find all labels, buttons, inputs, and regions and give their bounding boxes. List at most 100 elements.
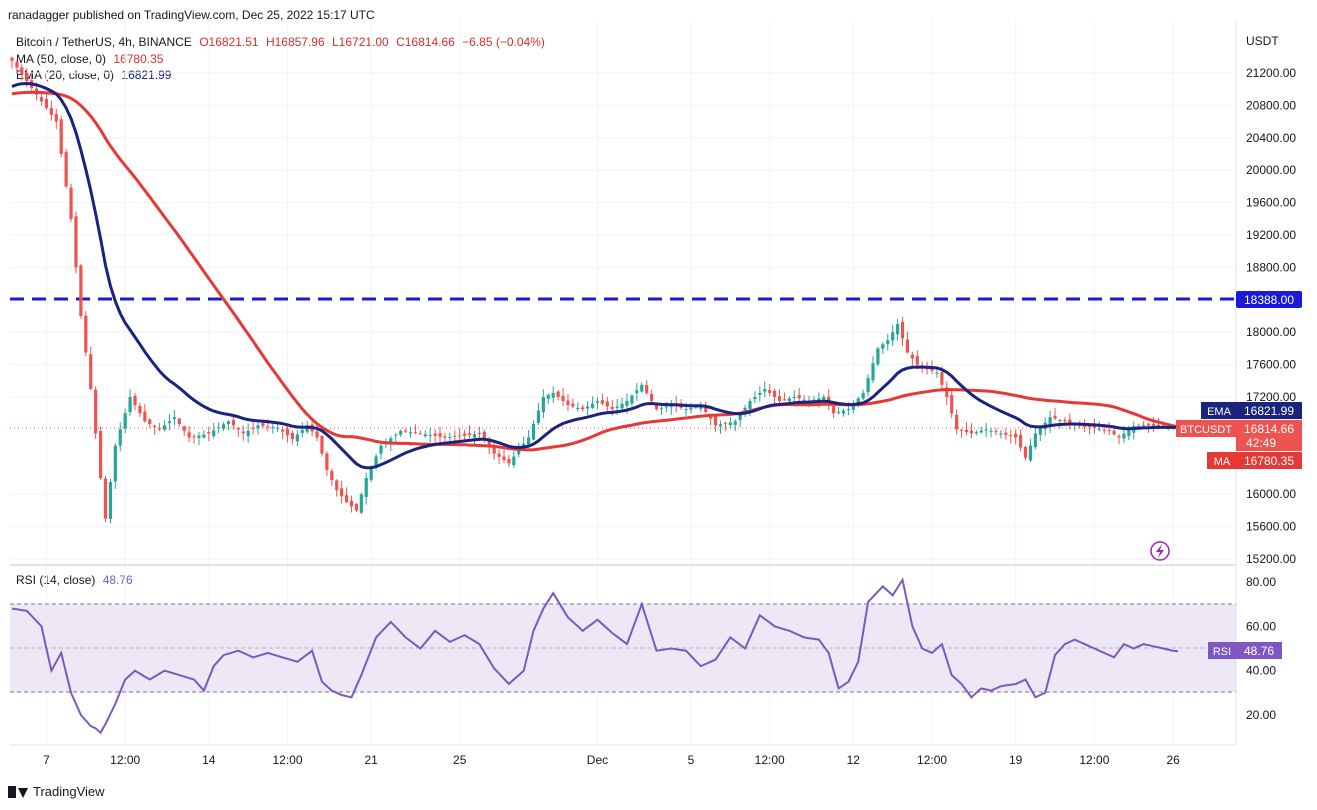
rsi-badge[interactable]: RSI 48.76 [1208, 642, 1282, 659]
candle-body [1151, 424, 1156, 426]
candle-body [1068, 419, 1072, 423]
resistance-badge[interactable]: 18388.00 [1236, 291, 1302, 308]
candle-body [1107, 430, 1111, 432]
ema-legend-label: EMA (20, close, 0) [16, 68, 115, 82]
candle-body [221, 424, 226, 429]
publisher-note: ranadagger published on TradingView.com,… [8, 8, 375, 22]
candle-body [344, 495, 349, 503]
candle-body [133, 395, 137, 406]
candle-body [723, 422, 727, 424]
candle-body [551, 392, 555, 398]
candle-body [1038, 428, 1042, 435]
candle-body [541, 397, 545, 413]
rsi-tick-label: 80.00 [1246, 575, 1276, 589]
price-axis-currency: USDT [1246, 34, 1279, 48]
candle-body [822, 397, 826, 400]
candle-body [123, 413, 127, 429]
candle-body [718, 424, 723, 427]
time-tick-label: 12:00 [917, 753, 947, 767]
time-tick-label: 12:00 [273, 753, 303, 767]
resistance-badge-value: 18388.00 [1244, 293, 1294, 307]
candle-body [959, 429, 964, 431]
time-axis[interactable]: 7 12:00 14 12:00 21 25 Dec 5 12:00 12 12:00 19 12:00… [43, 753, 1180, 767]
candle-body [315, 431, 319, 438]
candle-body [1112, 430, 1116, 435]
price-tick-label: 20000.00 [1246, 163, 1296, 177]
candle-body [1102, 429, 1106, 431]
candle-body [758, 392, 762, 395]
candle-body [192, 436, 196, 438]
ma-legend[interactable]: MA (50, close, 0) 16780.35 [16, 52, 167, 66]
candle-body [458, 435, 462, 437]
candle-body [748, 401, 752, 409]
price-badge[interactable]: BTCUSDT 16814.66 42:49 [1176, 420, 1302, 451]
candle-body [443, 436, 447, 438]
candle-body [950, 395, 954, 414]
price-tick-label: 19600.00 [1246, 196, 1296, 210]
candle-body [226, 421, 231, 424]
ema-legend[interactable]: EMA (20, close, 0) 16821.99 [16, 68, 175, 82]
rsi-tag-bg [1208, 642, 1237, 659]
ema-tag: EMA [1207, 406, 1232, 418]
candle-body [138, 405, 142, 414]
ema-value: 16821.99 [1244, 404, 1294, 418]
candle-body [581, 407, 585, 410]
candle-body [399, 431, 403, 435]
candle-body [197, 435, 201, 438]
candle-body [955, 414, 959, 430]
candle-body [836, 411, 841, 413]
price-tick-label: 19200.00 [1246, 228, 1296, 242]
candle-body [571, 403, 575, 407]
candle-body [1058, 419, 1062, 421]
price-tick-label: 18000.00 [1246, 325, 1296, 339]
price-axis[interactable]: 21200.00 20800.00 20400.00 20000.00 19600.00… [1246, 66, 1296, 566]
candle-body [640, 384, 644, 392]
candle-body [753, 397, 757, 399]
ma-badge[interactable]: MA 16780.35 [1207, 452, 1302, 469]
candle-body [10, 57, 14, 61]
candle-body [881, 344, 885, 349]
candle-body [507, 459, 511, 464]
ema-value-bg [1236, 402, 1302, 419]
time-tick-label: 19 [1009, 753, 1023, 767]
candle-body [1004, 432, 1008, 435]
candle-body [502, 456, 506, 461]
time-tick-label: 14 [202, 753, 216, 767]
candle-body [871, 363, 875, 381]
candle-body [167, 421, 172, 423]
candle-body [251, 427, 255, 429]
candle-body [866, 378, 870, 393]
candle-body [379, 445, 383, 454]
ema-badge[interactable]: EMA 16821.99 [1201, 402, 1302, 419]
rsi-axis[interactable]: 80.00 60.00 40.00 20.00 [1246, 575, 1276, 722]
candle-body [39, 97, 44, 102]
footer-brand[interactable]: TradingView [8, 784, 105, 799]
candle-body [910, 354, 914, 359]
candle-body [684, 409, 688, 411]
tradingview-logo-icon [8, 785, 28, 798]
candle-body [984, 429, 988, 431]
candle-body [487, 438, 491, 447]
candle-body [472, 434, 477, 438]
candle-body [374, 456, 378, 467]
candle-body [15, 62, 19, 68]
candle-body [261, 423, 265, 426]
price-tick-label: 17600.00 [1246, 358, 1296, 372]
candle-body [418, 433, 422, 435]
candle-body [84, 315, 88, 353]
ma-value: 16780.35 [1244, 454, 1294, 468]
candle-body [738, 414, 742, 420]
candle-body [650, 393, 654, 402]
lightning-icon[interactable] [1150, 541, 1170, 561]
candle-body [763, 388, 767, 392]
candle-body [404, 430, 408, 432]
candle-body [94, 389, 98, 434]
candle-body [369, 467, 373, 480]
candle-body [1137, 425, 1141, 427]
ohlc-change: −6.85 (−0.04%) [462, 35, 545, 49]
candle-body [925, 368, 929, 370]
time-tick-label: Dec [587, 753, 608, 767]
candle-body [1053, 415, 1057, 419]
candle-body [999, 433, 1003, 435]
